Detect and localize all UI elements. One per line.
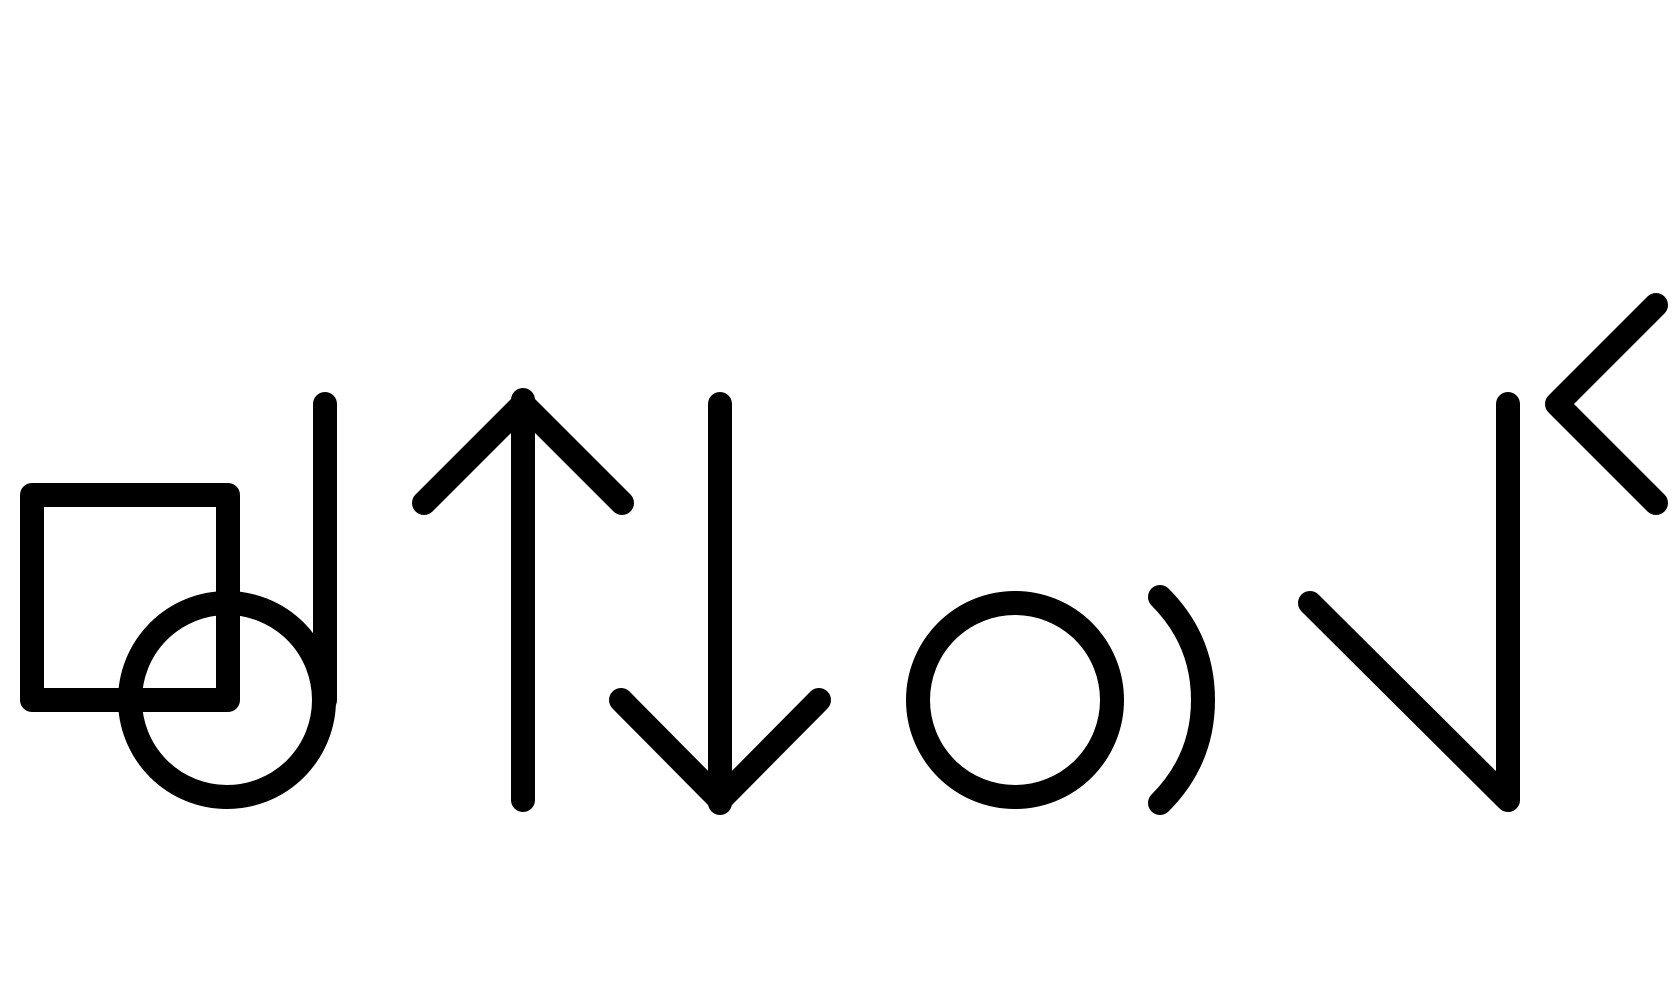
arc-stroke	[1148, 585, 1215, 815]
circle-outline	[906, 591, 1124, 809]
left-chevron-icon	[1545, 293, 1668, 515]
down-arrow-head	[609, 688, 831, 812]
up-arrow-icon	[412, 388, 634, 812]
check-stroke-path	[1298, 392, 1520, 812]
down-arrow-icon	[609, 392, 831, 815]
right-parenthesis-arc-icon	[1148, 585, 1215, 815]
circle-icon	[906, 591, 1124, 809]
up-arrow-head	[412, 392, 634, 515]
square-circle-stem-icon	[20, 392, 337, 809]
chevron-path	[1545, 293, 1668, 515]
check-stroke-icon	[1298, 392, 1520, 812]
